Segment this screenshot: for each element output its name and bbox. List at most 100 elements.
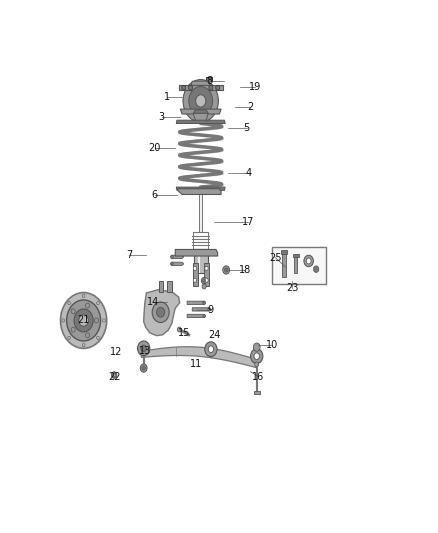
Text: 14: 14 (147, 297, 159, 307)
Text: 17: 17 (242, 217, 254, 227)
Polygon shape (176, 120, 225, 124)
Circle shape (182, 85, 186, 90)
Polygon shape (193, 110, 208, 113)
Circle shape (95, 318, 99, 323)
Text: 9: 9 (208, 305, 214, 315)
Circle shape (79, 314, 88, 326)
Circle shape (138, 341, 150, 356)
Circle shape (203, 314, 205, 318)
Polygon shape (176, 187, 225, 190)
Circle shape (141, 345, 146, 352)
Circle shape (170, 262, 173, 265)
Circle shape (140, 364, 147, 372)
Bar (198, 248, 200, 273)
Circle shape (142, 366, 145, 370)
Circle shape (205, 278, 208, 282)
Polygon shape (191, 81, 210, 85)
Text: 16: 16 (252, 372, 265, 382)
Circle shape (205, 266, 208, 270)
Polygon shape (193, 113, 208, 122)
Circle shape (157, 308, 165, 317)
Text: 22: 22 (108, 372, 120, 382)
Circle shape (203, 301, 205, 304)
Polygon shape (192, 308, 211, 311)
Circle shape (202, 284, 206, 289)
Polygon shape (175, 249, 218, 256)
Circle shape (205, 342, 217, 357)
Text: 23: 23 (286, 282, 299, 293)
Text: 10: 10 (266, 340, 278, 350)
Text: 3: 3 (159, 112, 165, 122)
Polygon shape (179, 85, 223, 90)
Bar (294, 257, 297, 273)
Text: 1: 1 (164, 92, 170, 102)
Circle shape (314, 266, 319, 272)
Circle shape (97, 336, 99, 340)
Circle shape (193, 278, 197, 282)
Text: 20: 20 (148, 143, 161, 153)
Text: 15: 15 (177, 328, 190, 338)
Text: 4: 4 (245, 168, 251, 177)
Text: 19: 19 (249, 83, 261, 92)
Circle shape (85, 303, 90, 308)
Polygon shape (187, 301, 205, 304)
Text: 11: 11 (190, 359, 202, 368)
Polygon shape (159, 281, 163, 292)
Circle shape (111, 372, 117, 378)
Text: 8: 8 (206, 76, 212, 86)
Circle shape (85, 333, 90, 338)
Polygon shape (187, 314, 205, 318)
Circle shape (253, 343, 260, 351)
Circle shape (102, 319, 105, 322)
Circle shape (203, 279, 205, 282)
Polygon shape (180, 109, 221, 114)
Text: 25: 25 (269, 253, 282, 263)
Circle shape (306, 258, 311, 264)
Circle shape (189, 86, 212, 115)
Polygon shape (141, 347, 257, 368)
Polygon shape (144, 290, 180, 336)
Bar (194, 248, 208, 273)
Circle shape (193, 266, 197, 270)
Text: 13: 13 (138, 346, 151, 356)
Circle shape (60, 293, 107, 349)
Circle shape (304, 255, 314, 266)
Text: 5: 5 (244, 123, 250, 133)
Circle shape (224, 268, 228, 272)
Circle shape (215, 85, 220, 90)
Circle shape (62, 319, 64, 322)
Circle shape (71, 309, 75, 314)
Circle shape (254, 353, 259, 359)
Polygon shape (178, 189, 221, 195)
Text: 18: 18 (239, 265, 251, 275)
Circle shape (68, 336, 71, 340)
Bar (293, 254, 299, 257)
Text: 6: 6 (152, 190, 158, 200)
Circle shape (208, 308, 211, 311)
Bar (272, 247, 326, 284)
Circle shape (113, 374, 116, 377)
Circle shape (68, 302, 71, 305)
Text: 24: 24 (208, 330, 220, 340)
Circle shape (209, 85, 213, 90)
Circle shape (97, 302, 99, 305)
Circle shape (188, 85, 193, 90)
Circle shape (196, 95, 206, 107)
Circle shape (208, 346, 214, 352)
Circle shape (170, 255, 173, 259)
Circle shape (201, 277, 207, 284)
Circle shape (82, 294, 85, 297)
Circle shape (67, 300, 101, 341)
Text: 2: 2 (247, 102, 253, 112)
Circle shape (183, 79, 219, 122)
Circle shape (223, 266, 230, 274)
Polygon shape (167, 281, 172, 292)
Polygon shape (193, 263, 198, 286)
Circle shape (71, 327, 75, 332)
Text: 7: 7 (126, 250, 133, 260)
Text: 21: 21 (78, 316, 90, 326)
Circle shape (177, 327, 181, 332)
Polygon shape (204, 263, 209, 286)
Bar (199, 192, 202, 232)
Polygon shape (172, 262, 184, 265)
